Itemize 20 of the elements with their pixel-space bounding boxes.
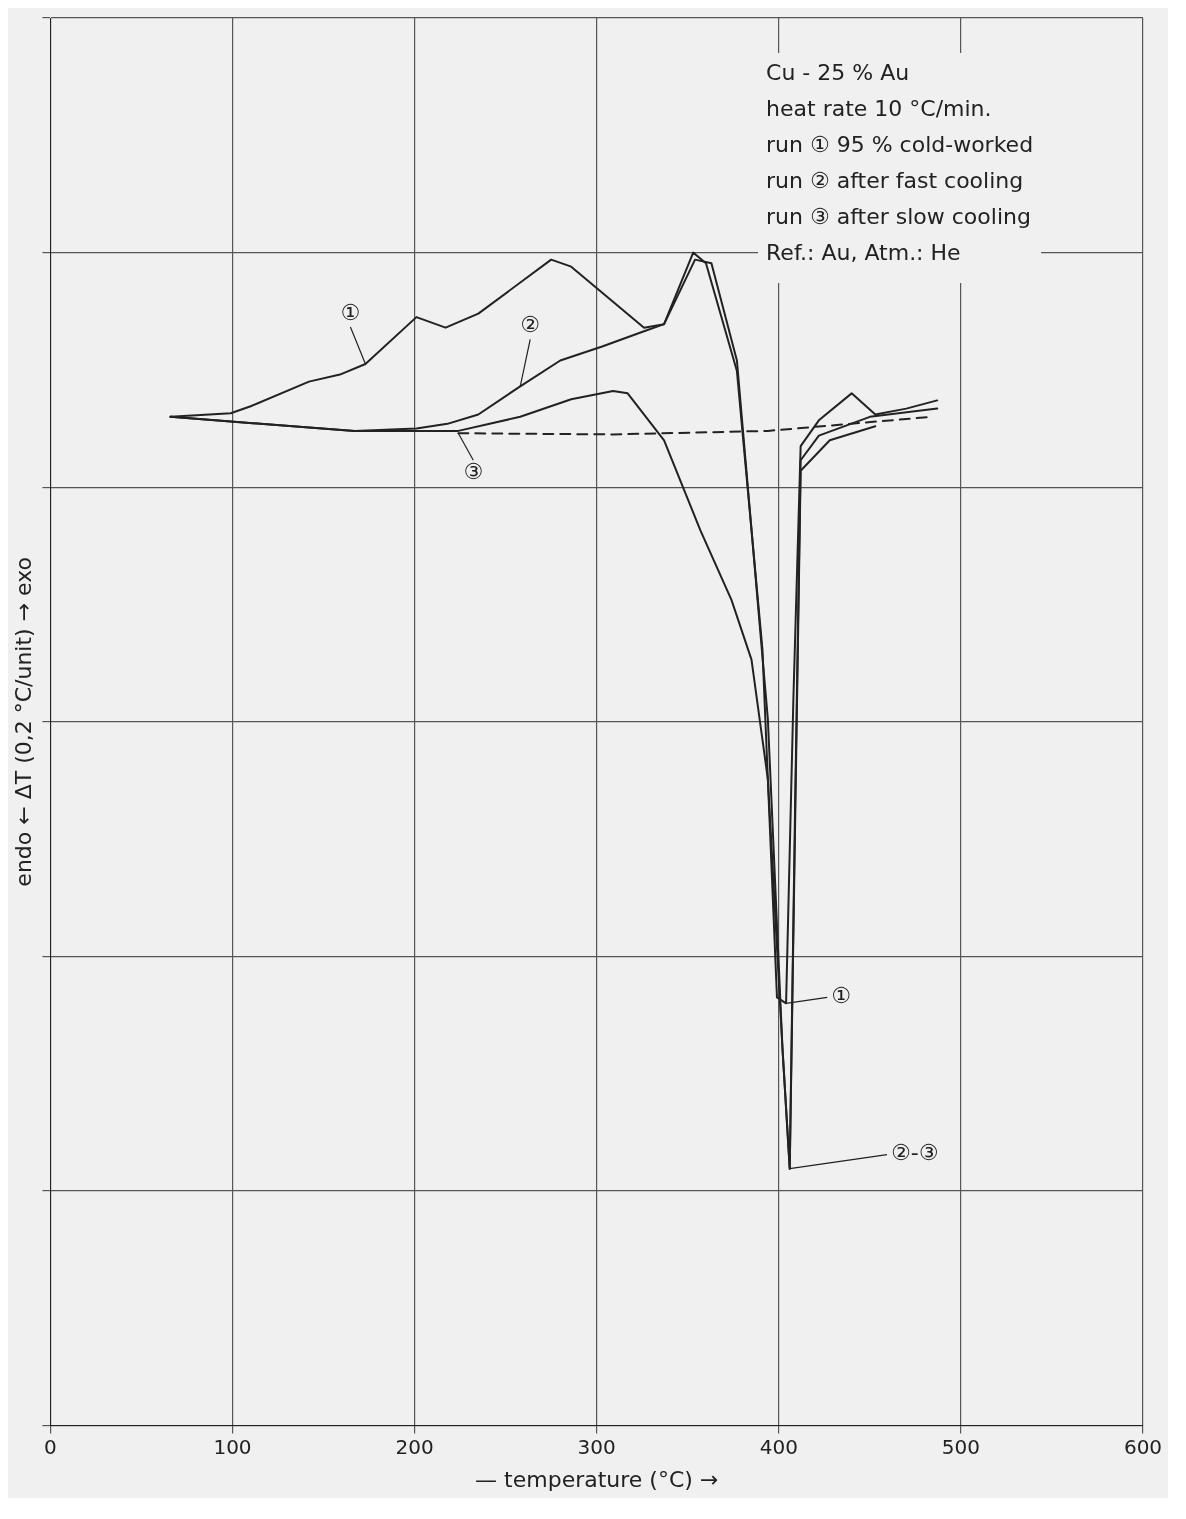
- text: run ③ after slow cooling: [766, 203, 1031, 229]
- x-tick-label: 0: [44, 1434, 57, 1459]
- x-tick-label: 500: [941, 1434, 980, 1459]
- x-tick-label: 400: [759, 1434, 798, 1459]
- x-tick-label: 200: [395, 1434, 434, 1459]
- x-axis-title: — temperature (°C) →: [475, 1466, 719, 1492]
- annotation: ②: [520, 312, 541, 338]
- annotation: ①: [831, 983, 851, 1009]
- text: heat rate 10 °C/min.: [766, 95, 992, 121]
- text: run ① 95 % cold-worked: [766, 131, 1034, 157]
- annotation: ①: [340, 299, 361, 325]
- text: run ② after fast cooling: [766, 167, 1024, 193]
- text: Cu - 25 % Au: [766, 59, 910, 85]
- annotation: Ref.: Au, Atm.: He: [766, 239, 961, 265]
- y-axis-title: endo ← ΔT (0,2 °C/unit) → exo: [10, 556, 36, 887]
- annotation: ③: [463, 458, 484, 484]
- x-tick-label: 600: [1123, 1434, 1163, 1459]
- annotation: ②-③: [891, 1140, 939, 1166]
- x-tick-label: 300: [577, 1434, 616, 1459]
- x-tick-label: 100: [213, 1434, 252, 1459]
